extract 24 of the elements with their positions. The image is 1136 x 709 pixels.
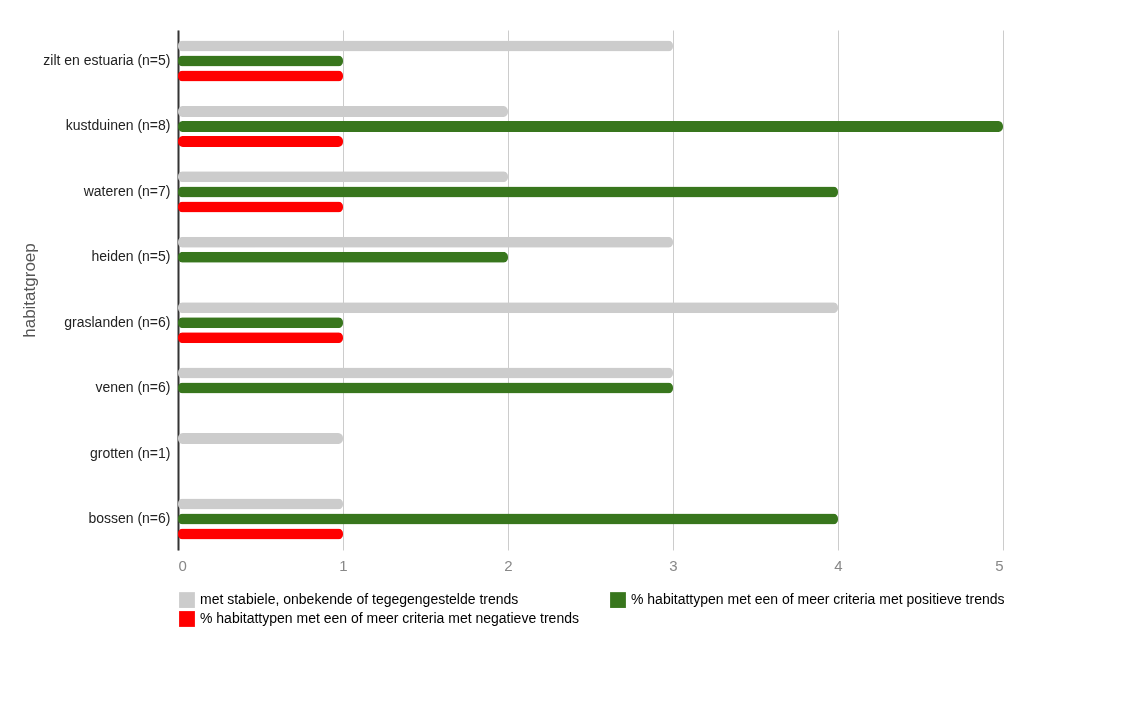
y-tick-label: bossen (n=6): [88, 509, 171, 526]
y-tick-label: wateren (n=7): [82, 182, 171, 199]
y-tick-label: zilt en estuaria (n=5): [43, 52, 171, 69]
x-tick-label: 0: [178, 556, 187, 574]
legend-label: % habitattypen met een of meer criteria met negatieve trends: [200, 610, 579, 626]
bar: [178, 382, 673, 394]
legend-label: % habitattypen met een of meer criteria met positieve trends: [631, 591, 1005, 608]
x-tick-label: 2: [504, 556, 513, 574]
bar: [178, 136, 343, 147]
y-tick-label: kustduinen (n=8): [65, 117, 171, 134]
y-tick-label: heiden (n=5): [91, 248, 171, 265]
x-tick-label: 4: [834, 556, 843, 574]
y-tick-label: grotten (n=1): [89, 444, 171, 461]
y-axis-title: habitatgroep: [20, 243, 40, 338]
y-tick-label: venen (n=6): [95, 379, 171, 396]
x-tick-label: 5: [995, 556, 1004, 574]
bar: [178, 513, 838, 525]
bar: [178, 251, 508, 263]
x-tick-label: 1: [339, 556, 348, 574]
bar: [178, 120, 1003, 132]
bar: [178, 186, 838, 198]
y-tick-label: graslanden (n=6): [64, 313, 171, 330]
legend-label: met stabiele, onbekende of tegegengestelde trends: [200, 591, 519, 608]
x-tick-label: 3: [669, 556, 678, 574]
